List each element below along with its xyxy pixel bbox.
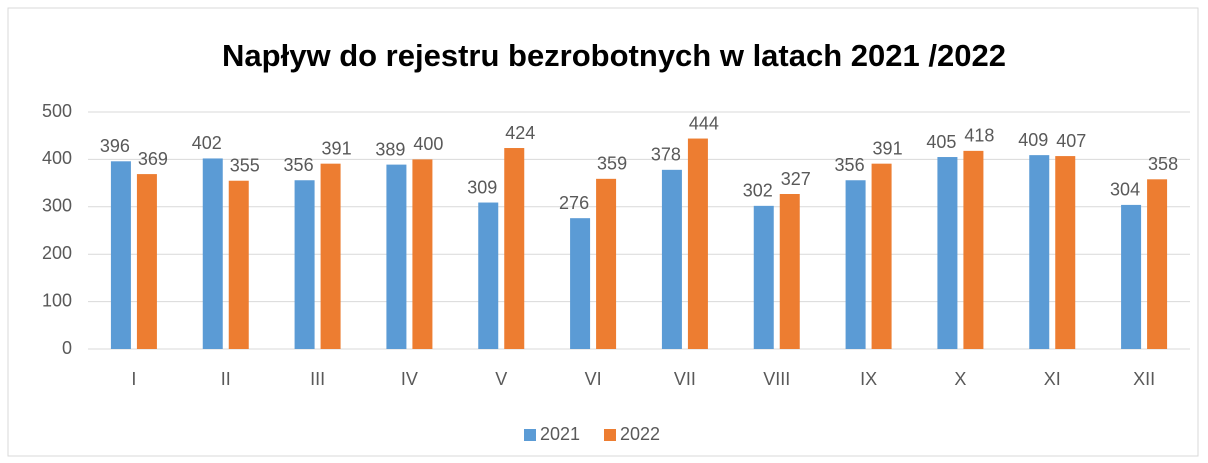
- bar: [504, 148, 525, 349]
- x-tick-label: II: [221, 369, 231, 389]
- data-label: 327: [781, 169, 811, 189]
- bar: [596, 178, 617, 349]
- data-label: 389: [375, 139, 405, 159]
- bar: [1029, 155, 1050, 349]
- data-label: 359: [597, 154, 627, 174]
- x-tick-label: X: [954, 369, 966, 389]
- bar: [1055, 156, 1076, 349]
- bar: [661, 169, 682, 349]
- x-tick-label: XI: [1044, 369, 1061, 389]
- bar: [570, 218, 591, 349]
- bar: [136, 174, 157, 349]
- legend-swatch: [604, 429, 616, 441]
- bar: [478, 202, 499, 349]
- data-label: 369: [138, 149, 168, 169]
- data-label: 356: [835, 155, 865, 175]
- x-tick-label: VI: [585, 369, 602, 389]
- bar: [228, 180, 249, 349]
- bar: [779, 194, 800, 349]
- x-tick-label: III: [310, 369, 325, 389]
- legend-label: 2021: [540, 424, 580, 444]
- data-label: 309: [467, 177, 497, 197]
- bar: [753, 205, 774, 349]
- data-label: 304: [1110, 180, 1140, 200]
- data-label: 378: [651, 145, 681, 165]
- x-tick-label: I: [131, 369, 136, 389]
- data-label: 396: [100, 136, 130, 156]
- data-label: 444: [689, 113, 719, 133]
- data-label: 302: [743, 181, 773, 201]
- data-label: 409: [1018, 130, 1048, 150]
- x-tick-label: V: [495, 369, 507, 389]
- data-label: 276: [559, 193, 589, 213]
- y-tick-label: 300: [42, 196, 72, 216]
- bar: [871, 163, 892, 349]
- y-tick-label: 100: [42, 290, 72, 310]
- bar: [202, 158, 223, 349]
- y-tick-label: 0: [62, 338, 72, 358]
- y-tick-label: 200: [42, 243, 72, 263]
- bar: [687, 138, 708, 349]
- x-tick-label: XII: [1133, 369, 1155, 389]
- data-label: 391: [873, 138, 903, 158]
- data-label: 407: [1056, 131, 1086, 151]
- data-label: 405: [926, 132, 956, 152]
- data-label: 355: [230, 155, 260, 175]
- chart-title: Napływ do rejestru bezrobotnych w latach…: [222, 38, 1006, 73]
- legend-swatch: [524, 429, 536, 441]
- data-label: 402: [192, 133, 222, 153]
- data-label: 400: [413, 134, 443, 154]
- bar: [386, 164, 407, 349]
- bar: [1147, 179, 1168, 349]
- y-tick-label: 500: [42, 101, 72, 121]
- data-label: 358: [1148, 154, 1178, 174]
- bar: [294, 180, 315, 349]
- data-label: 424: [505, 123, 535, 143]
- x-tick-label: IX: [860, 369, 877, 389]
- x-tick-label: VII: [674, 369, 696, 389]
- x-tick-label: IV: [401, 369, 418, 389]
- y-tick-label: 400: [42, 148, 72, 168]
- bar: [320, 163, 341, 349]
- bar: [963, 150, 984, 349]
- legend-label: 2022: [620, 424, 660, 444]
- data-label: 418: [964, 126, 994, 146]
- bar: [845, 180, 866, 349]
- bar: [110, 161, 131, 349]
- data-label: 391: [322, 138, 352, 158]
- bar: [412, 159, 433, 349]
- bar: [1121, 204, 1142, 349]
- bar: [937, 157, 958, 349]
- x-tick-label: VIII: [763, 369, 790, 389]
- data-label: 356: [284, 155, 314, 175]
